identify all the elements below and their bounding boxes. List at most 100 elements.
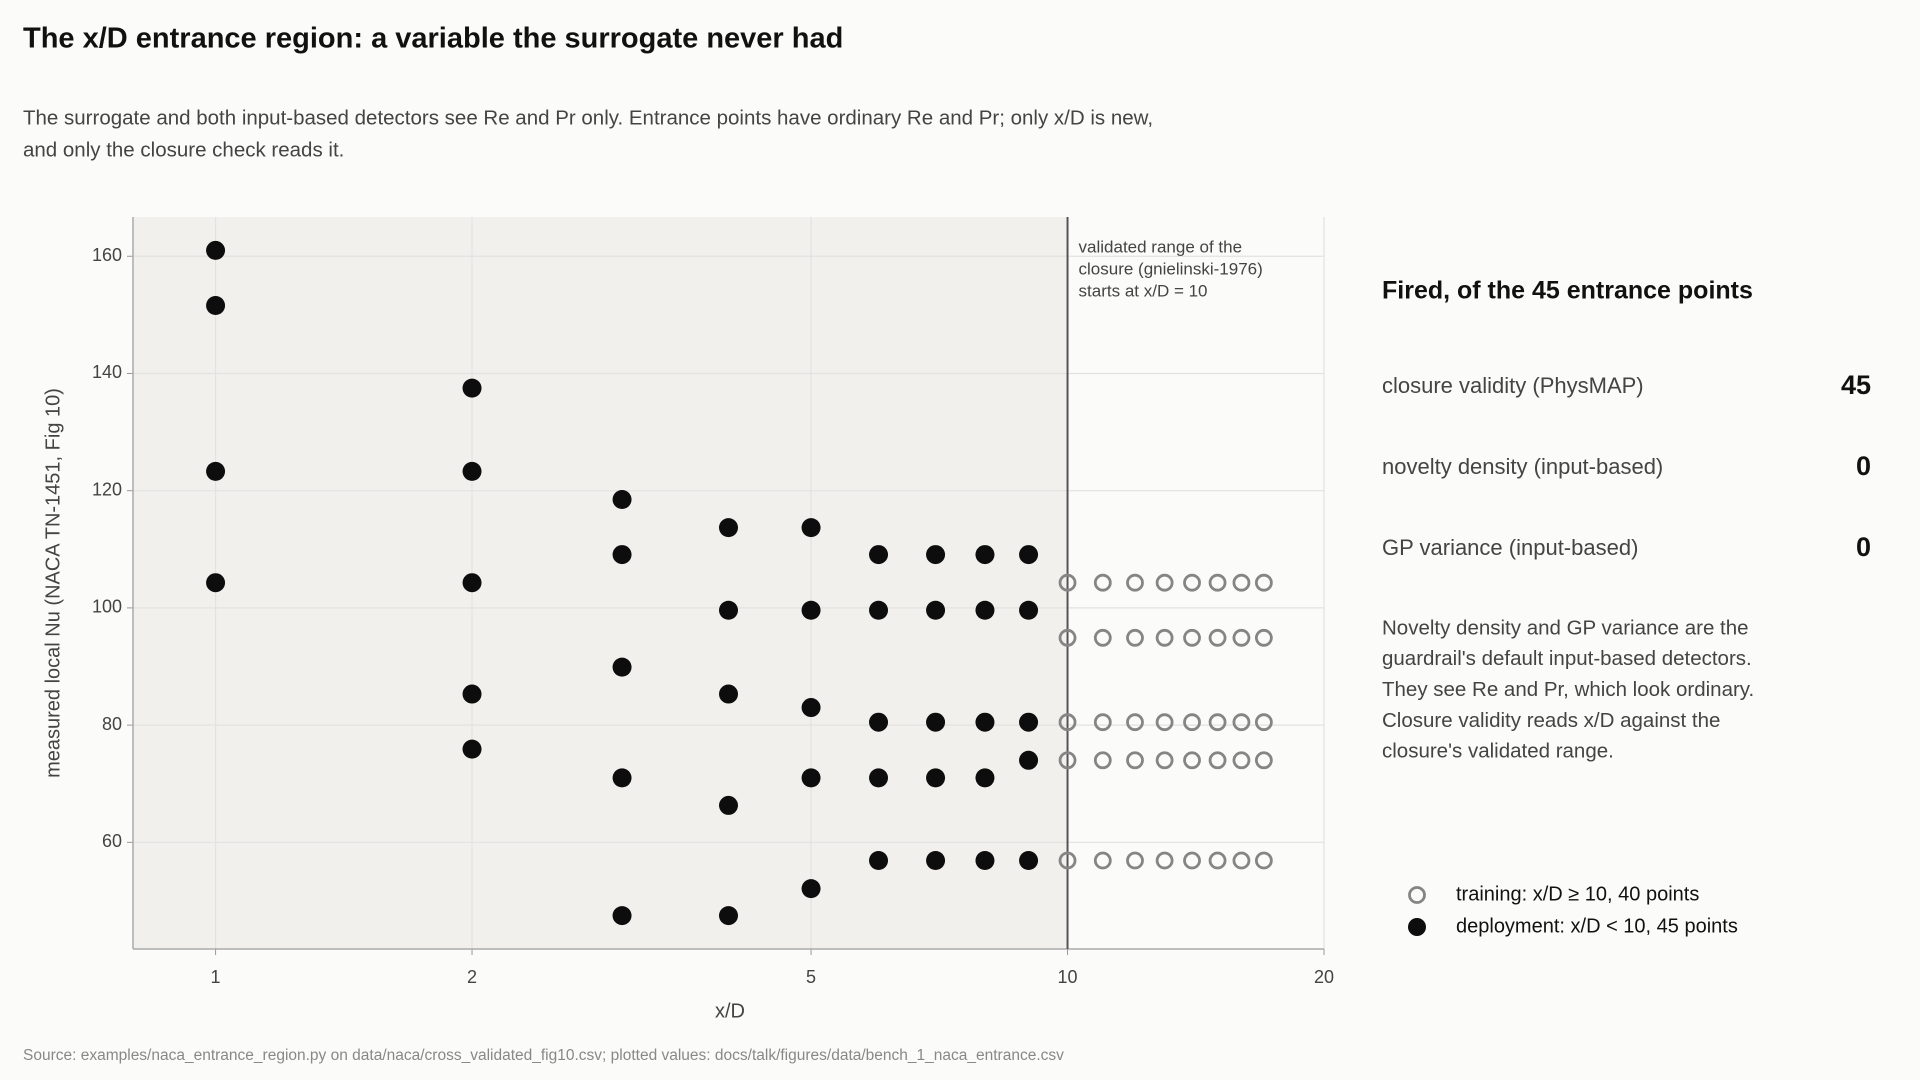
point	[1058, 628, 1077, 647]
point	[719, 906, 738, 926]
point	[1183, 628, 1201, 647]
point	[869, 768, 889, 788]
point	[975, 768, 995, 788]
chart-title: The x/D entrance region: a variable the …	[23, 23, 843, 55]
point	[1254, 628, 1273, 647]
point	[1093, 751, 1112, 770]
point	[975, 851, 995, 871]
panel-row-label: closure validity (PhysMAP)	[1382, 373, 1644, 398]
point	[801, 600, 821, 620]
point	[1093, 628, 1112, 647]
point	[1208, 573, 1227, 592]
panel-note: They see Re and Pr, which look ordinary.	[1382, 678, 1754, 701]
point	[1093, 713, 1112, 732]
point	[1232, 751, 1251, 770]
point	[206, 461, 226, 481]
y-axis-label: measured local Nu (NACA TN-1451, Fig 10)	[42, 388, 64, 778]
y-tick-label: 120	[92, 479, 122, 499]
point	[801, 879, 821, 899]
point	[1254, 713, 1273, 732]
point	[206, 573, 226, 593]
point	[869, 545, 889, 565]
point	[1232, 713, 1251, 732]
point	[975, 712, 995, 732]
point	[612, 768, 632, 788]
point	[1093, 573, 1112, 592]
point	[926, 600, 946, 620]
point	[1126, 751, 1144, 770]
reference-label: starts at x/D = 10	[1079, 281, 1208, 300]
point	[462, 684, 482, 704]
point	[1058, 573, 1077, 592]
point	[206, 240, 226, 260]
panel-row-value: 45	[1841, 370, 1871, 400]
source-note: Source: examples/naca_entrance_region.py…	[23, 1047, 1064, 1064]
point	[1254, 851, 1273, 870]
point	[719, 795, 738, 815]
point	[869, 712, 889, 732]
subtitle: and only the closure check reads it.	[23, 138, 344, 161]
point	[1232, 851, 1251, 870]
shaded-region	[133, 217, 1068, 949]
point	[975, 600, 995, 620]
x-tick-label: 1	[211, 967, 221, 987]
point	[1126, 713, 1144, 732]
point	[612, 657, 632, 677]
point	[1058, 713, 1077, 732]
reference-label: validated range of the	[1079, 237, 1243, 256]
panel-title: Fired, of the 45 entrance points	[1382, 277, 1753, 305]
x-tick-label: 20	[1314, 967, 1334, 987]
point	[801, 518, 821, 538]
point	[462, 461, 482, 481]
point	[801, 698, 821, 718]
point	[975, 545, 995, 565]
panel-row-label: GP variance (input-based)	[1382, 535, 1638, 560]
point	[1155, 713, 1174, 732]
y-tick-label: 140	[92, 362, 122, 382]
legend-label: deployment: x/D < 10, 45 points	[1456, 915, 1738, 937]
point	[1126, 851, 1144, 870]
x-axis-label: x/D	[715, 1000, 745, 1022]
point	[926, 851, 946, 871]
legend-marker	[1408, 918, 1426, 936]
panel-row-value: 0	[1856, 532, 1871, 562]
panel-note: closure's validated range.	[1382, 740, 1614, 763]
point	[1126, 628, 1144, 647]
point	[1155, 573, 1174, 592]
point	[1019, 545, 1039, 565]
point	[1126, 573, 1144, 592]
point	[462, 739, 482, 759]
point	[926, 768, 946, 788]
point	[926, 712, 946, 732]
legend-marker	[1408, 886, 1426, 904]
point	[462, 573, 482, 593]
point	[869, 851, 889, 871]
point	[869, 600, 889, 620]
panel-row-label: novelty density (input-based)	[1382, 454, 1663, 479]
point	[1183, 751, 1201, 770]
point	[1208, 628, 1227, 647]
point	[1155, 751, 1174, 770]
point	[1019, 851, 1039, 871]
point	[462, 378, 482, 398]
point	[801, 768, 821, 788]
point	[612, 545, 632, 565]
point	[1183, 851, 1201, 870]
point	[1232, 573, 1251, 592]
point	[206, 295, 226, 315]
point	[719, 518, 738, 538]
panel-row-value: 0	[1856, 451, 1871, 481]
point	[1208, 851, 1227, 870]
point	[1093, 851, 1112, 870]
y-tick-label: 60	[102, 831, 122, 851]
point	[612, 489, 632, 509]
reference-label: closure (gnielinski-1976)	[1079, 259, 1263, 278]
point	[1019, 600, 1039, 620]
point	[1155, 628, 1174, 647]
point	[1254, 751, 1273, 770]
point	[719, 684, 738, 704]
panel-note: Novelty density and GP variance are the	[1382, 616, 1749, 639]
point	[1183, 713, 1201, 732]
subtitle: The surrogate and both input-based detec…	[23, 106, 1153, 129]
point	[1254, 573, 1273, 592]
